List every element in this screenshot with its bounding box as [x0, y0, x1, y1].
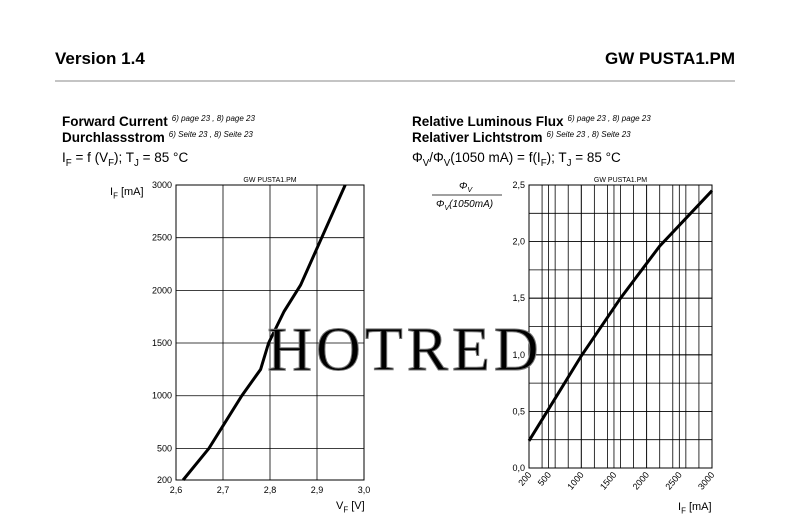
title-note: 6) page 23 , 8) page 23: [568, 114, 652, 123]
x-axis-label: IF [mA]: [678, 501, 712, 515]
chart-formula-part: I: [62, 150, 66, 165]
watermark: HOTRED: [267, 316, 542, 384]
y-tick-label: 1,0: [512, 350, 525, 360]
y-tick-label: 2500: [152, 233, 172, 243]
y-tick-label: 2000: [152, 285, 172, 295]
subtitle-note: 6) Seite 23 , 8) Seite 23: [169, 130, 254, 139]
chart-formula-part: J: [134, 158, 139, 169]
x-tick-label: 3,0: [358, 485, 371, 495]
chart-subtitle: Durchlassstrom: [62, 130, 165, 145]
x-tick-label: 500: [536, 470, 553, 488]
y-tick-label: 1000: [152, 391, 172, 401]
x-tick-label: 2500: [663, 470, 684, 492]
y-axis-label-num-part: Φ: [459, 181, 467, 192]
y-axis-label-den-part: (1050mA): [449, 199, 493, 210]
y-axis-label-part: [mA]: [118, 186, 144, 198]
chart-formula-part: V: [423, 158, 430, 169]
x-axis-label: VF [V]: [336, 500, 365, 514]
chart-formula-part: ); T: [114, 150, 134, 165]
data-line: [181, 184, 347, 481]
y-tick-label: 2,0: [512, 237, 525, 247]
y-axis-label-den-part: V: [444, 203, 450, 212]
y-axis-label-den-part: Φ: [436, 199, 444, 210]
x-tick-label: 1000: [565, 470, 586, 492]
x-tick-label: 2,9: [311, 485, 324, 495]
x-tick-label: 2000: [631, 470, 652, 492]
y-axis-label-part: F: [113, 191, 118, 200]
title-note: 6) page 23 , 8) page 23: [172, 114, 256, 123]
y-axis-label-num: ΦV: [459, 181, 473, 194]
chart-stamp: GW PUSTA1.PM: [594, 177, 647, 184]
data-line: [527, 189, 714, 442]
header-version: Version 1.4: [55, 49, 145, 68]
chart-formula-part: ); T: [547, 150, 567, 165]
plot-frame: [528, 184, 713, 469]
chart-formula-part: V: [444, 158, 451, 169]
plot-frame: [175, 184, 365, 481]
chart-subtitle: Relativer Lichtstrom: [412, 130, 543, 145]
chart-formula-part: = 85 °C: [139, 150, 189, 165]
y-axis-label-part: I: [110, 186, 113, 198]
y-tick-label: 1500: [152, 338, 172, 348]
x-tick-label: 2,6: [170, 485, 183, 495]
chart-formula-part: Φ: [412, 150, 423, 165]
y-tick-label: 3000: [152, 180, 172, 190]
x-axis-label-part: [V]: [348, 500, 365, 512]
x-axis-label-part: V: [336, 500, 344, 512]
y-axis-label-den: ΦV(1050mA): [436, 199, 493, 212]
x-axis-label-part: F: [343, 505, 348, 514]
chart-formula-part: J: [567, 158, 572, 169]
y-tick-label: 0,0: [512, 463, 525, 473]
x-tick-label: 1500: [598, 470, 619, 492]
x-tick-label: 2,8: [264, 485, 277, 495]
chart-formula-part: = 85 °C: [572, 150, 622, 165]
x-axis-label-part: I: [678, 501, 681, 513]
y-tick-label: 500: [157, 443, 172, 453]
chart-formula-part: (1050 mA) = f(I: [450, 150, 540, 165]
y-axis-label: IF [mA]: [110, 186, 144, 200]
chart-formula-part: = f (V: [72, 150, 108, 165]
chart-formula: IF = f (VF); TJ = 85 °C: [62, 150, 188, 169]
chart-formula-part: /Φ: [429, 150, 444, 165]
chart-formula-part: F: [66, 158, 72, 169]
x-axis-label-part: F: [681, 506, 686, 515]
y-tick-label: 0,5: [512, 406, 525, 416]
x-axis-label-part: [mA]: [686, 501, 712, 513]
header-product: GW PUSTA1.PM: [605, 49, 735, 68]
y-tick-label: 2,5: [512, 180, 525, 190]
chart-formula: ΦV/ΦV(1050 mA) = f(IF); TJ = 85 °C: [412, 150, 621, 169]
y-tick-label: 200: [157, 475, 172, 485]
y-axis-label-num-part: V: [467, 185, 473, 194]
chart-formula-part: F: [541, 158, 547, 169]
chart-formula-part: F: [108, 158, 114, 169]
chart-stamp: GW PUSTA1.PM: [243, 177, 296, 184]
chart-title: Relative Luminous Flux: [412, 114, 564, 129]
y-tick-label: 1,5: [512, 293, 525, 303]
x-tick-label: 3000: [696, 470, 717, 492]
x-tick-label: 2,7: [217, 485, 230, 495]
chart-title: Forward Current: [62, 114, 168, 129]
subtitle-note: 6) Seite 23 , 8) Seite 23: [547, 130, 632, 139]
